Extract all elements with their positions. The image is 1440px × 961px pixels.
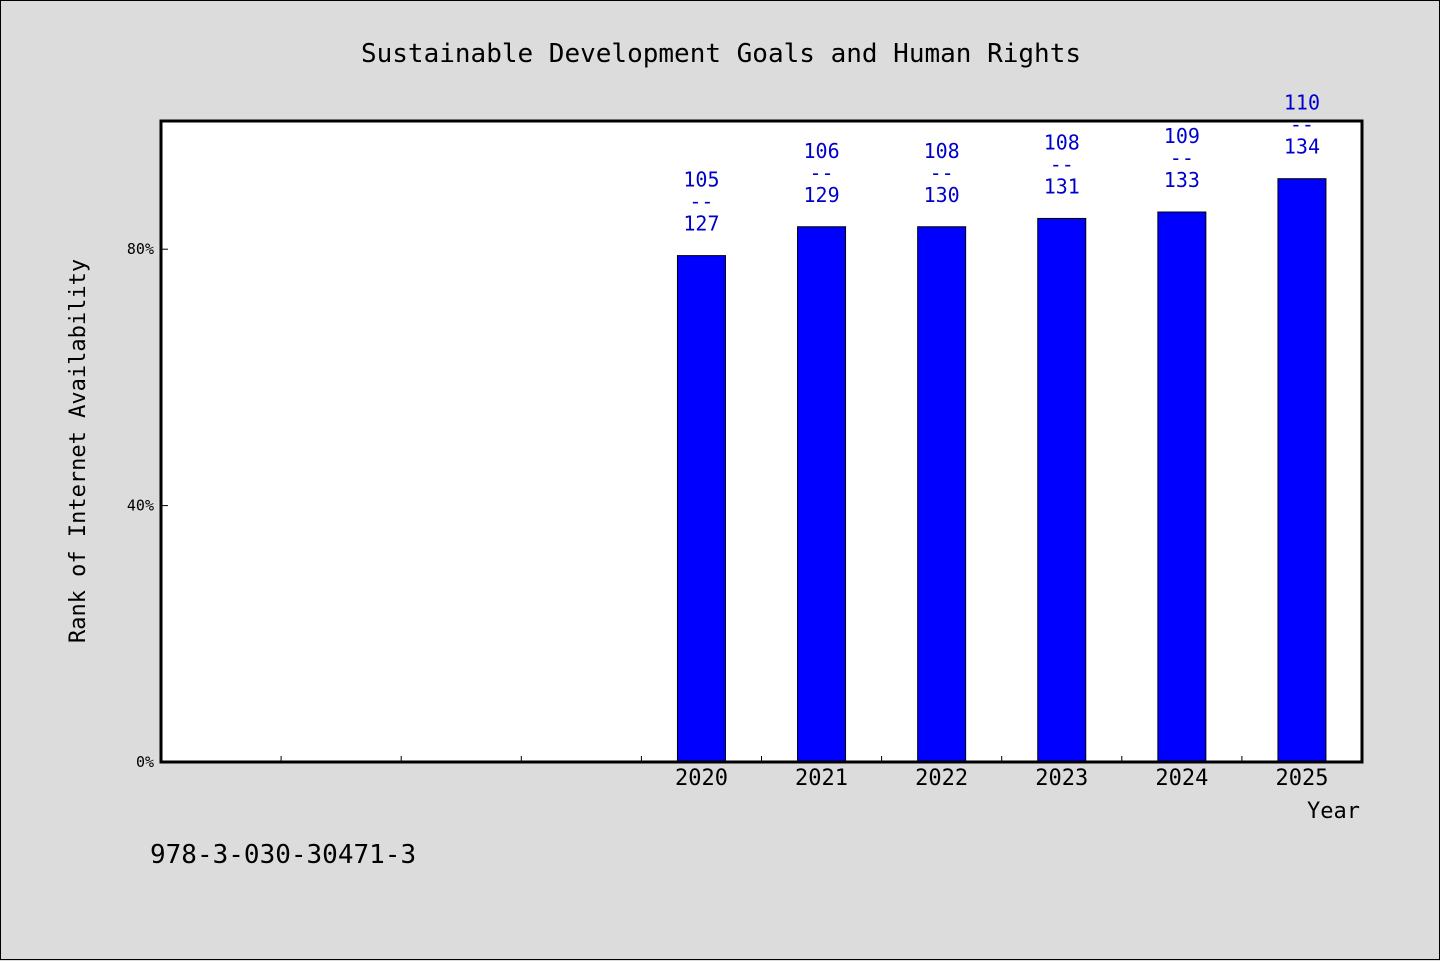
x-axis-label: Year — [1307, 799, 1360, 824]
bar — [1157, 211, 1207, 763]
data-label-separator: -- — [1290, 113, 1314, 137]
data-label-top: 108 — [1044, 130, 1080, 154]
data-label-bottom: 134 — [1284, 135, 1320, 159]
x-tick-label: 2025 — [1275, 766, 1328, 791]
x-tick-label: 2020 — [675, 766, 728, 791]
data-label-bottom: 131 — [1044, 174, 1080, 198]
data-label-top: 106 — [803, 139, 839, 163]
data-label-top: 109 — [1164, 124, 1200, 148]
footnote-isbn: 978-3-030-30471-3 — [150, 840, 416, 870]
bar — [1277, 178, 1327, 763]
data-label-separator: -- — [810, 161, 834, 185]
data-label-bottom: 130 — [924, 183, 960, 207]
bar — [1037, 217, 1087, 763]
y-axis-label: Rank of Internet Availability — [66, 259, 91, 643]
y-tick-label: 80% — [127, 240, 154, 258]
data-label-top: 110 — [1284, 91, 1320, 115]
bars-group — [676, 178, 1327, 763]
data-label-separator: -- — [1050, 152, 1074, 176]
y-axis-ticks: 0% 40% 80% — [127, 240, 168, 771]
data-label-bottom: 127 — [683, 212, 719, 236]
x-tick-label: 2021 — [795, 766, 848, 791]
x-tick-label: 2023 — [1035, 766, 1088, 791]
data-label-bottom: 129 — [803, 183, 839, 207]
y-tick-label: 0% — [136, 753, 154, 771]
data-labels-group: 105--127106--129108--130108--131109--133… — [683, 91, 1320, 236]
data-label-bottom: 133 — [1164, 168, 1200, 192]
x-tick-label: 2022 — [915, 766, 968, 791]
bar — [797, 226, 847, 763]
chart-title: Sustainable Development Goals and Human … — [361, 39, 1081, 69]
bar — [917, 226, 967, 763]
data-label-separator: -- — [1170, 146, 1194, 170]
data-label-top: 105 — [683, 168, 719, 192]
x-tick-label: 2024 — [1155, 766, 1208, 791]
data-label-top: 108 — [924, 139, 960, 163]
data-label-separator: -- — [689, 190, 713, 214]
data-label-separator: -- — [930, 161, 954, 185]
y-tick-label: 40% — [127, 497, 154, 515]
bar — [676, 255, 726, 763]
x-axis-ticks: 2020 2021 2022 2023 2024 2025 — [280, 756, 1328, 791]
